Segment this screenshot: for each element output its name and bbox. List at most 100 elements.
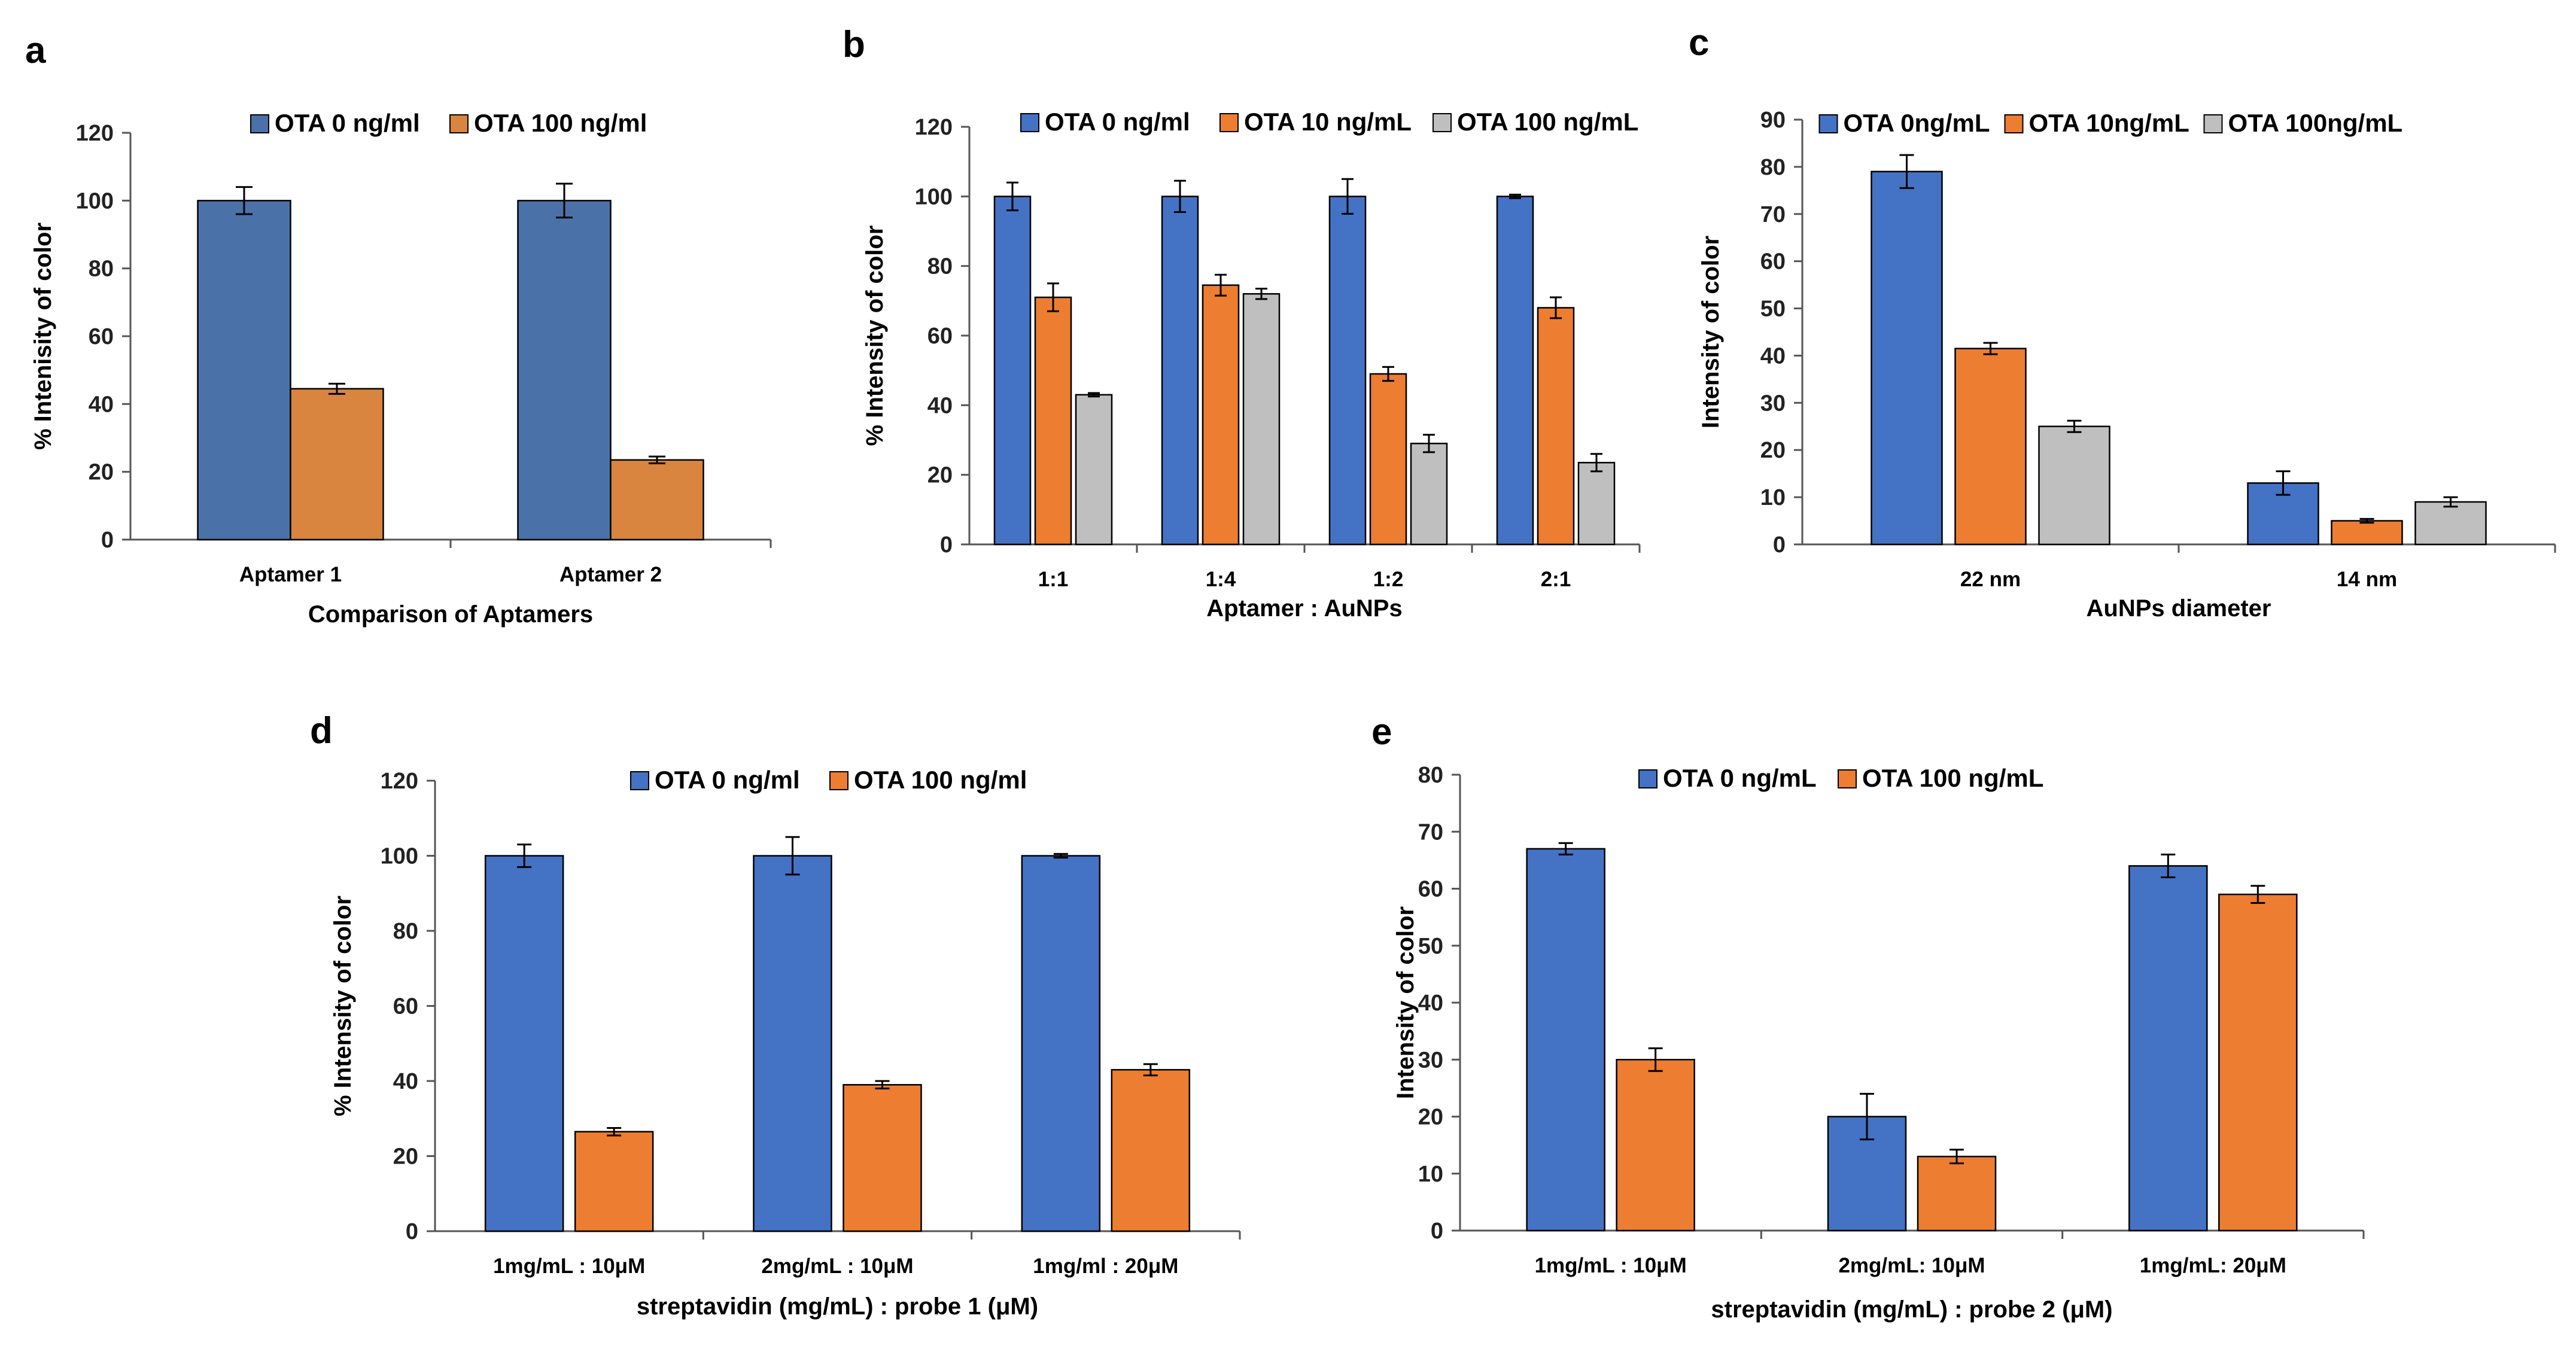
y-tick-label: 60 — [1418, 877, 1443, 902]
bar-a-s0-c1 — [517, 200, 612, 541]
y-tick-label: 30 — [1418, 1048, 1443, 1073]
bar-c-s0-c0 — [1871, 170, 1943, 546]
y-tick-label: 20 — [1760, 438, 1786, 463]
bar-c-s2-c0 — [2038, 425, 2110, 546]
bar-b-s0-c1 — [1161, 196, 1199, 546]
y-axis-title: % Intenisity of color — [30, 223, 56, 450]
y-tick-label: 80 — [393, 919, 418, 944]
x-axis-title: Aptamer : AuNPs — [1206, 595, 1402, 622]
y-tick-label: 50 — [1418, 934, 1443, 959]
legend: OTA 0 ng/ml OTA 100 ng/ml — [630, 766, 1027, 794]
y-tick-label: 0 — [1431, 1219, 1443, 1244]
panel-label: d — [310, 710, 333, 751]
y-tick-label: 120 — [381, 769, 418, 794]
bar-b-s1-c1 — [1202, 284, 1240, 546]
legend-swatch — [1219, 113, 1239, 132]
y-axis-title: Intensity of color — [1392, 906, 1419, 1099]
x-category-label: 2:1 — [1541, 568, 1571, 591]
y-tick-label: 100 — [915, 184, 953, 209]
x-category-label: 14 nm — [2337, 568, 2397, 591]
legend-swatch — [2004, 114, 2024, 133]
legend-swatch — [1433, 113, 1452, 132]
y-tick-label: 40 — [927, 393, 953, 418]
y-tick-label: 20 — [1418, 1105, 1443, 1130]
y-tick-label: 100 — [76, 188, 114, 214]
legend-swatch — [449, 114, 469, 133]
bar-c-s2-c1 — [2414, 501, 2487, 546]
x-category-label: 22 nm — [1960, 568, 2021, 591]
y-tick-label: 80 — [1418, 763, 1443, 788]
y-tick-label: 90 — [1760, 108, 1786, 133]
legend-label: OTA 0 ng/ml — [655, 766, 800, 794]
y-tick-label: 0 — [406, 1219, 418, 1244]
y-axis-title: % Intensity of color — [862, 226, 888, 446]
bar-d-s0-c1 — [753, 855, 832, 1232]
legend-swatch — [250, 114, 269, 133]
legend-label: OTA 100 ng/mL — [1862, 764, 2043, 792]
legend-label: OTA 100 ng/ml — [474, 109, 647, 137]
x-axis-title: streptavidin (mg/mL) : probe 1 (μM) — [637, 1293, 1038, 1320]
bar-a-s0-c0 — [197, 200, 291, 541]
panel-label: b — [843, 24, 865, 65]
legend-label: OTA 10 ng/mL — [1244, 108, 1412, 136]
bar-b-s2-c1 — [1242, 293, 1281, 546]
bar-d-s0-c0 — [484, 855, 564, 1232]
x-category-label: 2mg/mL : 10μM — [761, 1255, 913, 1278]
y-tick-label: 10 — [1760, 485, 1786, 510]
y-tick-label: 70 — [1418, 820, 1443, 845]
y-tick-label: 0 — [940, 532, 953, 558]
x-category-label: 1mg/mL : 10μM — [493, 1255, 645, 1278]
legend-label: OTA 100 ng/mL — [1457, 108, 1638, 136]
legend-swatch — [2203, 114, 2223, 133]
bar-b-s0-c3 — [1496, 196, 1534, 546]
bar-e-s0-c0 — [1526, 848, 1605, 1232]
legend-swatch — [1638, 769, 1657, 788]
bar-b-s0-c0 — [993, 196, 1032, 546]
x-category-label: 1:1 — [1038, 568, 1069, 591]
y-tick-label: 60 — [89, 324, 114, 349]
x-category-label: 1:4 — [1206, 568, 1236, 591]
y-tick-label: 60 — [1760, 249, 1786, 275]
bar-b-s2-c3 — [1577, 462, 1616, 546]
legend: OTA 0 ng/mL OTA 100 ng/mL — [1638, 764, 2043, 792]
panel-label: a — [25, 30, 46, 71]
bar-b-s1-c3 — [1537, 307, 1575, 546]
x-category-label: Aptamer 1 — [239, 563, 342, 586]
y-tick-label: 0 — [101, 528, 114, 553]
bar-d-s1-c2 — [1111, 1068, 1191, 1232]
panel-label: e — [1371, 711, 1392, 753]
x-category-label: 1mg/mL: 20μM — [2140, 1254, 2286, 1277]
legend-swatch — [1020, 113, 1039, 132]
bar-e-s1-c1 — [1917, 1155, 1997, 1232]
panel-e: e 0 10 20 30 40 50 60 70 80 1mg/mL : 10μM 2mg/mL: 1… — [1371, 711, 2365, 1323]
bar-b-s0-c2 — [1328, 196, 1367, 546]
legend-label: OTA 10ng/mL — [2029, 109, 2189, 137]
y-tick-label: 10 — [1418, 1162, 1443, 1187]
legend: OTA 0ng/mL OTA 10ng/mL OTA 100ng/mL — [1818, 109, 2402, 137]
panel-d: d 0 20 40 60 80 100 120 1mg/mL : 10μM 2mg/mL : 10… — [310, 710, 1241, 1320]
x-axis-title: streptavidin (mg/mL) : probe 2 (μM) — [1711, 1296, 2112, 1323]
bar-a-s1-c0 — [290, 388, 384, 541]
y-axis-title: % Intensity of color — [330, 896, 356, 1116]
bar-e-s0-c2 — [2128, 865, 2208, 1232]
y-tick-label: 40 — [89, 392, 114, 417]
bar-b-s1-c2 — [1369, 373, 1407, 546]
x-axis-title: Comparison of Aptamers — [308, 601, 593, 628]
y-tick-label: 60 — [393, 994, 418, 1019]
y-tick-label: 50 — [1760, 297, 1786, 322]
x-category-label: 1:2 — [1373, 568, 1404, 591]
legend-label: OTA 0 ng/ml — [1045, 108, 1190, 136]
bar-d-s1-c0 — [574, 1131, 654, 1232]
y-tick-label: 120 — [915, 115, 953, 140]
bar-e-s1-c2 — [2218, 893, 2298, 1232]
panel-b: b 0 20 40 60 80 100 120 1:1 1:4 1:2 2:1 Aptamer : Au… — [843, 24, 1641, 622]
y-tick-label: 40 — [393, 1069, 418, 1094]
legend: OTA 0 ng/ml OTA 10 ng/mL OTA 100 ng/mL — [1020, 108, 1638, 136]
y-tick-label: 80 — [89, 257, 114, 282]
y-tick-label: 80 — [1760, 155, 1786, 180]
bar-b-s2-c2 — [1410, 443, 1448, 546]
bar-b-s2-c0 — [1075, 394, 1113, 546]
y-tick-label: 70 — [1760, 202, 1786, 227]
y-tick-label: 80 — [927, 254, 953, 279]
bar-d-s1-c1 — [843, 1084, 922, 1232]
